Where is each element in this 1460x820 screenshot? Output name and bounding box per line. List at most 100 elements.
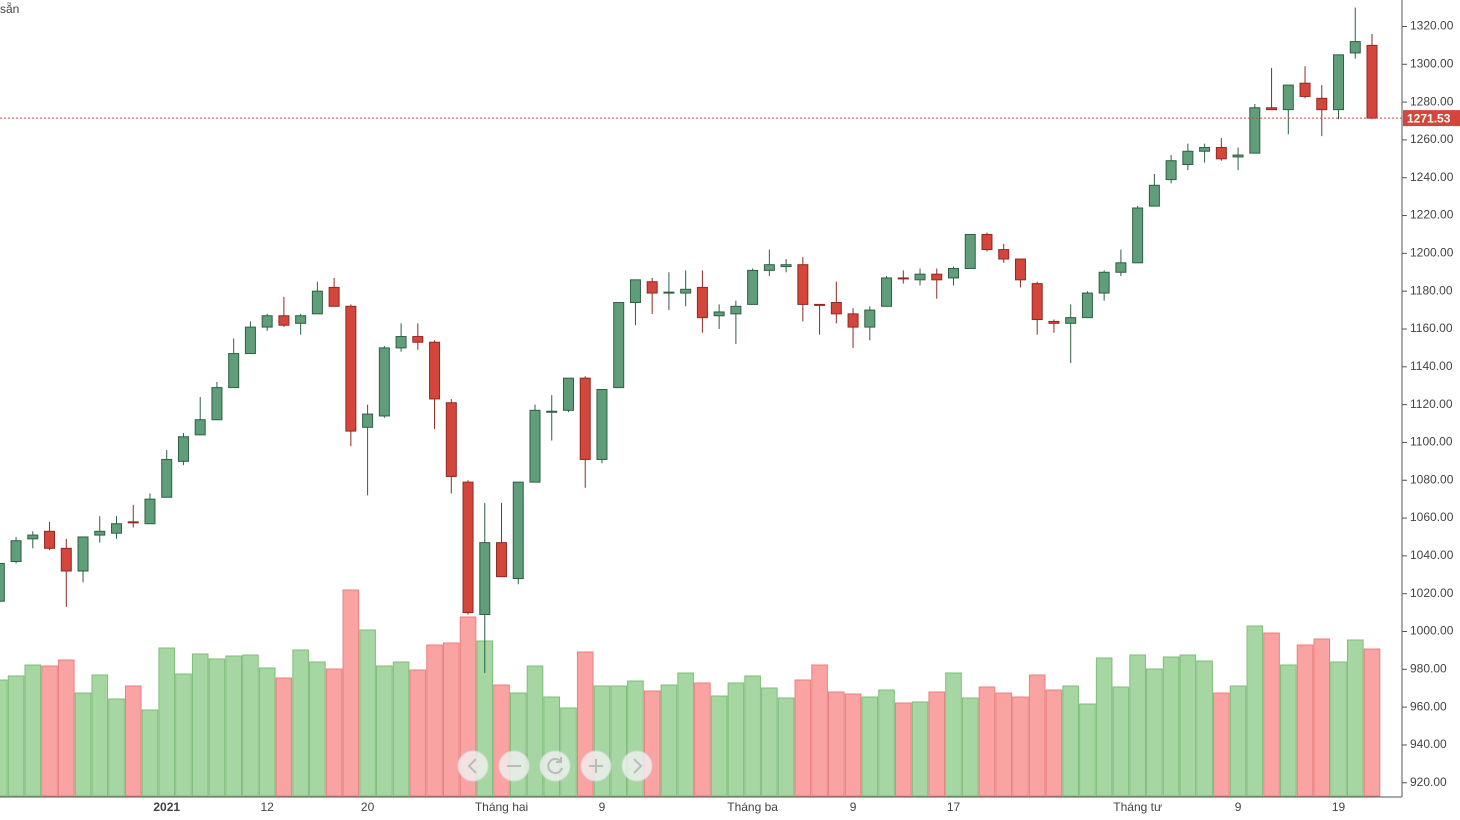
scroll-left-button[interactable] bbox=[457, 750, 489, 782]
volume-bar bbox=[1162, 656, 1180, 797]
candle-body bbox=[546, 410, 558, 413]
y-tick-label: 1000.00 bbox=[1410, 624, 1454, 638]
candle-body bbox=[1148, 184, 1160, 207]
volume-bar bbox=[175, 673, 192, 797]
volume-bar bbox=[694, 682, 711, 797]
volume-bar bbox=[878, 689, 895, 797]
candle-body bbox=[1031, 283, 1043, 321]
volume-bar bbox=[643, 690, 661, 797]
x-tick-label: 9 bbox=[599, 800, 606, 814]
volume-bar bbox=[409, 669, 427, 797]
volume-bar bbox=[1028, 674, 1046, 797]
volume-bar bbox=[1296, 644, 1314, 797]
candle-body bbox=[696, 286, 708, 319]
candle-body bbox=[948, 267, 959, 279]
y-tick-label: 1180.00 bbox=[1410, 283, 1453, 297]
volume-bar bbox=[560, 707, 577, 797]
volume-bar bbox=[1095, 657, 1113, 797]
volume-bar bbox=[744, 675, 761, 797]
candle-body bbox=[663, 291, 675, 294]
volume-bar bbox=[1263, 632, 1280, 797]
volume-bar bbox=[443, 642, 460, 797]
candle-body bbox=[998, 249, 1010, 260]
candle-body bbox=[780, 264, 792, 268]
y-tick-label: 1020.00 bbox=[1410, 586, 1454, 600]
candle-body bbox=[77, 536, 89, 572]
volume-bar bbox=[74, 692, 92, 797]
candle-body bbox=[646, 281, 658, 294]
volume-bar bbox=[359, 629, 376, 797]
candle-body bbox=[1333, 54, 1345, 111]
volume-bar bbox=[945, 672, 962, 797]
candle-body bbox=[412, 336, 424, 343]
volume-bar bbox=[0, 679, 8, 797]
volume-bar bbox=[124, 685, 142, 797]
volume-bar bbox=[1062, 685, 1079, 797]
candle-body bbox=[864, 309, 876, 328]
volume-bar bbox=[526, 665, 544, 797]
candle-body bbox=[914, 273, 926, 281]
volume-bar bbox=[995, 692, 1013, 797]
candle-body bbox=[797, 264, 809, 305]
candle-body bbox=[261, 315, 273, 328]
candle-body bbox=[127, 521, 139, 524]
candle-body bbox=[445, 402, 457, 477]
candle-body bbox=[1266, 107, 1278, 111]
candle-body bbox=[881, 277, 893, 307]
candle-body bbox=[1098, 271, 1110, 294]
candle-body bbox=[1316, 97, 1328, 111]
volume-bar bbox=[677, 672, 694, 797]
volume-bar bbox=[392, 661, 410, 797]
candle-body bbox=[44, 530, 56, 549]
candle-body bbox=[1165, 160, 1177, 181]
volume-bar bbox=[258, 667, 276, 797]
candle-body bbox=[378, 347, 390, 417]
reset-button[interactable] bbox=[539, 750, 571, 782]
candle-body bbox=[713, 311, 725, 317]
candle-body bbox=[27, 534, 39, 540]
candle-body bbox=[496, 542, 508, 578]
volume-bar bbox=[828, 691, 845, 797]
y-tick-label: 1100.00 bbox=[1410, 435, 1453, 449]
volume-bar bbox=[242, 654, 259, 797]
volume-bar bbox=[894, 702, 912, 797]
candle-body bbox=[0, 562, 5, 602]
candle-body bbox=[211, 387, 223, 421]
x-tick-label: 19 bbox=[1332, 800, 1346, 814]
candle-body bbox=[295, 315, 307, 324]
y-tick-label: 1040.00 bbox=[1410, 548, 1454, 562]
volume-bar bbox=[794, 679, 812, 797]
candle-body bbox=[1215, 146, 1227, 160]
candle-body bbox=[512, 481, 524, 580]
volume-bar bbox=[1346, 639, 1364, 797]
candle-body bbox=[1014, 258, 1026, 281]
volume-bar bbox=[727, 682, 745, 797]
volume-bar bbox=[208, 658, 226, 797]
zoom-in-button[interactable] bbox=[580, 750, 612, 782]
volume-bar bbox=[761, 687, 778, 797]
volume-bar bbox=[861, 696, 879, 797]
candle-body bbox=[144, 498, 156, 525]
candle-body bbox=[429, 341, 441, 400]
candle-body bbox=[747, 269, 759, 305]
y-tick-label: 1320.00 bbox=[1410, 19, 1454, 33]
candle-body bbox=[931, 273, 943, 281]
candle-body bbox=[629, 279, 641, 304]
volume-bar bbox=[325, 668, 343, 797]
volume-bar bbox=[1012, 696, 1029, 797]
volume-bar bbox=[961, 697, 979, 797]
volume-bar bbox=[1363, 648, 1381, 797]
volume-bar bbox=[275, 677, 293, 797]
scroll-right-button[interactable] bbox=[621, 750, 653, 782]
volume-bar bbox=[141, 709, 159, 797]
zoom-out-button[interactable] bbox=[498, 750, 530, 782]
candle-body bbox=[1299, 82, 1311, 97]
candle-body bbox=[562, 377, 574, 411]
candle-body bbox=[228, 353, 240, 389]
candle-body bbox=[579, 377, 591, 460]
candle-body bbox=[1282, 84, 1294, 111]
y-tick-label: 1060.00 bbox=[1410, 510, 1454, 524]
volume-bar bbox=[1313, 638, 1331, 797]
volume-bar bbox=[660, 684, 678, 797]
y-tick-label: 920.00 bbox=[1410, 775, 1447, 789]
